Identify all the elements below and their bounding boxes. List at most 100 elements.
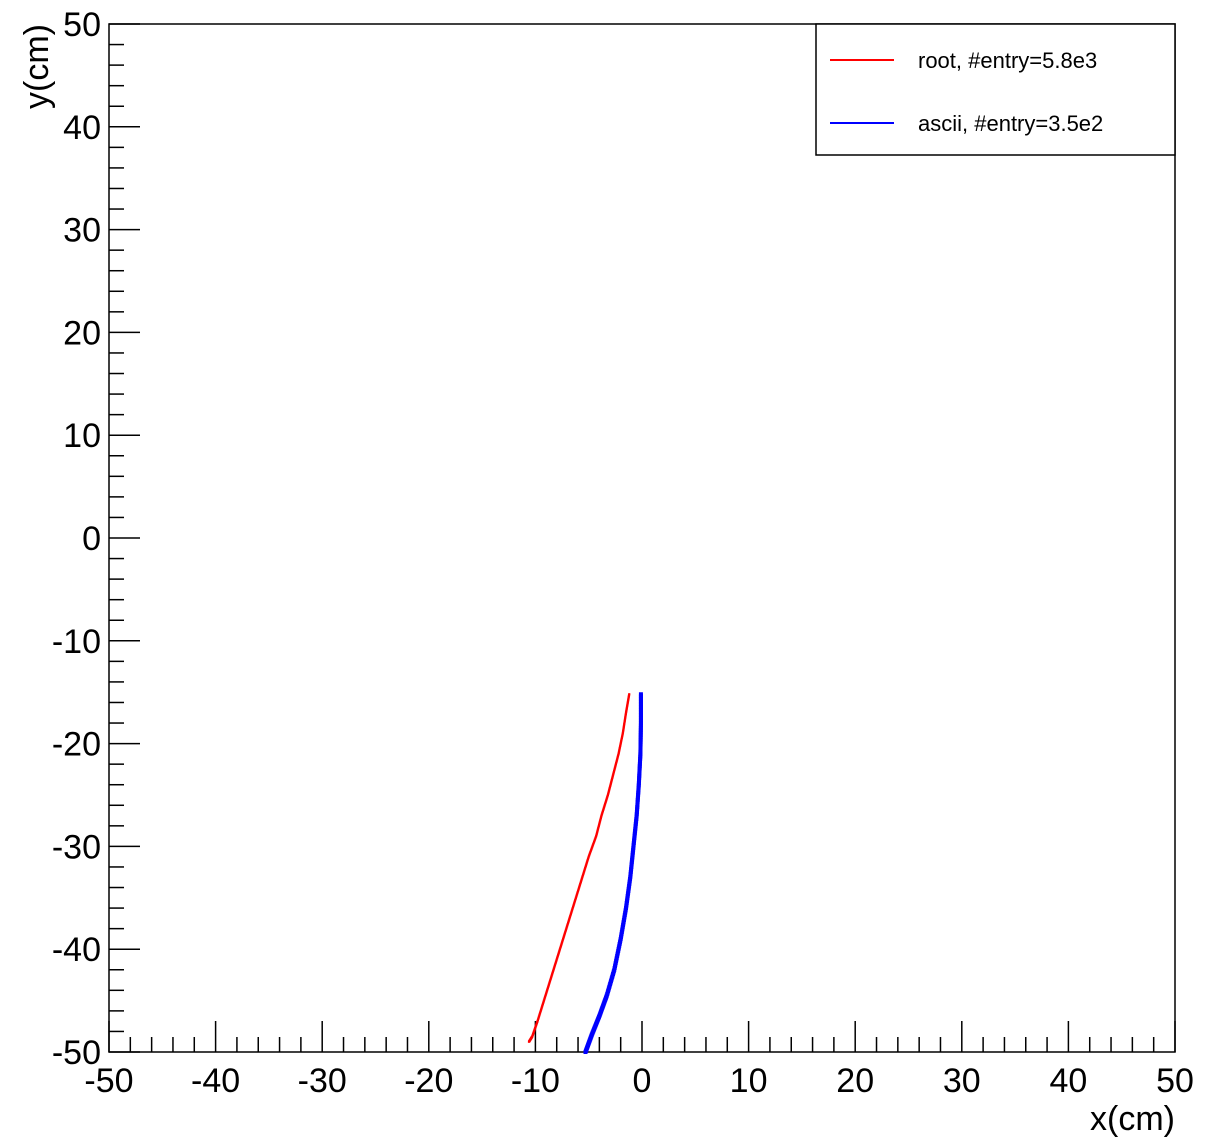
data-point [610, 779, 613, 782]
data-point [594, 836, 597, 839]
data-point [541, 1005, 544, 1008]
data-point [549, 976, 553, 979]
data-point [566, 921, 570, 925]
x-tick-label: -40 [191, 1062, 240, 1100]
data-point [539, 1008, 543, 1011]
data-point [618, 745, 622, 749]
data-point [581, 876, 584, 879]
data-point [574, 897, 577, 901]
data-point [538, 1012, 542, 1015]
data-point [599, 816, 602, 819]
data-point [586, 860, 589, 863]
data-point [622, 729, 625, 733]
data-point [578, 885, 581, 888]
series-ascii [583, 692, 643, 1054]
x-axis-title: x(cm) [1090, 1100, 1175, 1138]
data-point [622, 725, 625, 728]
y-tick-label: 10 [63, 417, 101, 455]
data-point [591, 845, 594, 848]
data-point [558, 948, 562, 951]
data-point [610, 777, 614, 781]
data-point [570, 909, 574, 912]
y-tick-label: -20 [52, 726, 101, 764]
data-point [581, 874, 584, 878]
x-tick-label: -10 [511, 1062, 560, 1100]
data-point [624, 711, 628, 714]
data-point [597, 827, 600, 830]
data-point [544, 992, 548, 995]
data-point [563, 934, 566, 937]
data-point [569, 912, 573, 915]
data-point [540, 1006, 543, 1009]
data-point [555, 957, 559, 960]
data-point [609, 783, 612, 786]
data-point [624, 717, 627, 720]
data-point [575, 895, 578, 898]
data-point [612, 773, 615, 776]
data-point [595, 832, 598, 835]
data-point [596, 829, 599, 832]
data-point [569, 913, 572, 917]
data-point [623, 723, 626, 726]
data-point [554, 962, 557, 966]
data-point [571, 908, 574, 911]
data-point [562, 935, 565, 938]
data-point [575, 893, 579, 896]
data-point [579, 881, 582, 885]
data-point [586, 857, 590, 861]
data-point [558, 950, 561, 953]
data-point [573, 902, 576, 905]
legend-label-root: root, #entry=5.8e3 [918, 48, 1097, 73]
data-point [559, 946, 562, 950]
legend-box [815, 23, 1176, 156]
data-point [527, 1040, 531, 1043]
data-point [614, 765, 617, 768]
data-point [622, 727, 625, 730]
data-point [571, 906, 574, 910]
y-tick-label: 30 [63, 212, 101, 250]
data-point [573, 901, 576, 904]
data-point [577, 888, 580, 891]
data-point [554, 960, 558, 963]
data-point [623, 720, 626, 723]
data-point [601, 812, 604, 815]
data-point [580, 877, 584, 880]
data-point [593, 838, 597, 841]
data-point [603, 803, 607, 806]
data-point [581, 873, 585, 877]
data-point [602, 808, 605, 811]
data-point [567, 919, 570, 922]
x-tick-label: -30 [298, 1062, 347, 1100]
data-point [597, 824, 600, 827]
data-point [610, 781, 613, 784]
data-point [561, 940, 564, 943]
data-point [557, 951, 560, 954]
data-point [571, 905, 575, 909]
data-point [539, 1010, 542, 1014]
data-point [536, 1018, 539, 1022]
data-point [597, 825, 600, 829]
data-point [545, 991, 548, 994]
data-point [553, 965, 556, 968]
data-point [591, 844, 594, 847]
data-point [624, 713, 627, 717]
data-point [618, 749, 621, 752]
data-point [568, 917, 571, 920]
data-point [617, 752, 620, 755]
data-point [615, 761, 618, 765]
data-point [619, 742, 622, 745]
legend-label-ascii: ascii, #entry=3.5e2 [918, 111, 1103, 136]
data-point [608, 787, 611, 790]
data-point [609, 784, 612, 787]
data-point [616, 757, 619, 760]
data-point [608, 788, 611, 791]
data-point [620, 739, 623, 742]
data-point [568, 916, 571, 919]
data-point [580, 878, 583, 881]
data-point [552, 967, 555, 970]
data-point [547, 984, 550, 987]
data-point [578, 884, 581, 887]
data-point [572, 904, 575, 907]
data-point [616, 756, 619, 759]
data-point [587, 855, 590, 858]
